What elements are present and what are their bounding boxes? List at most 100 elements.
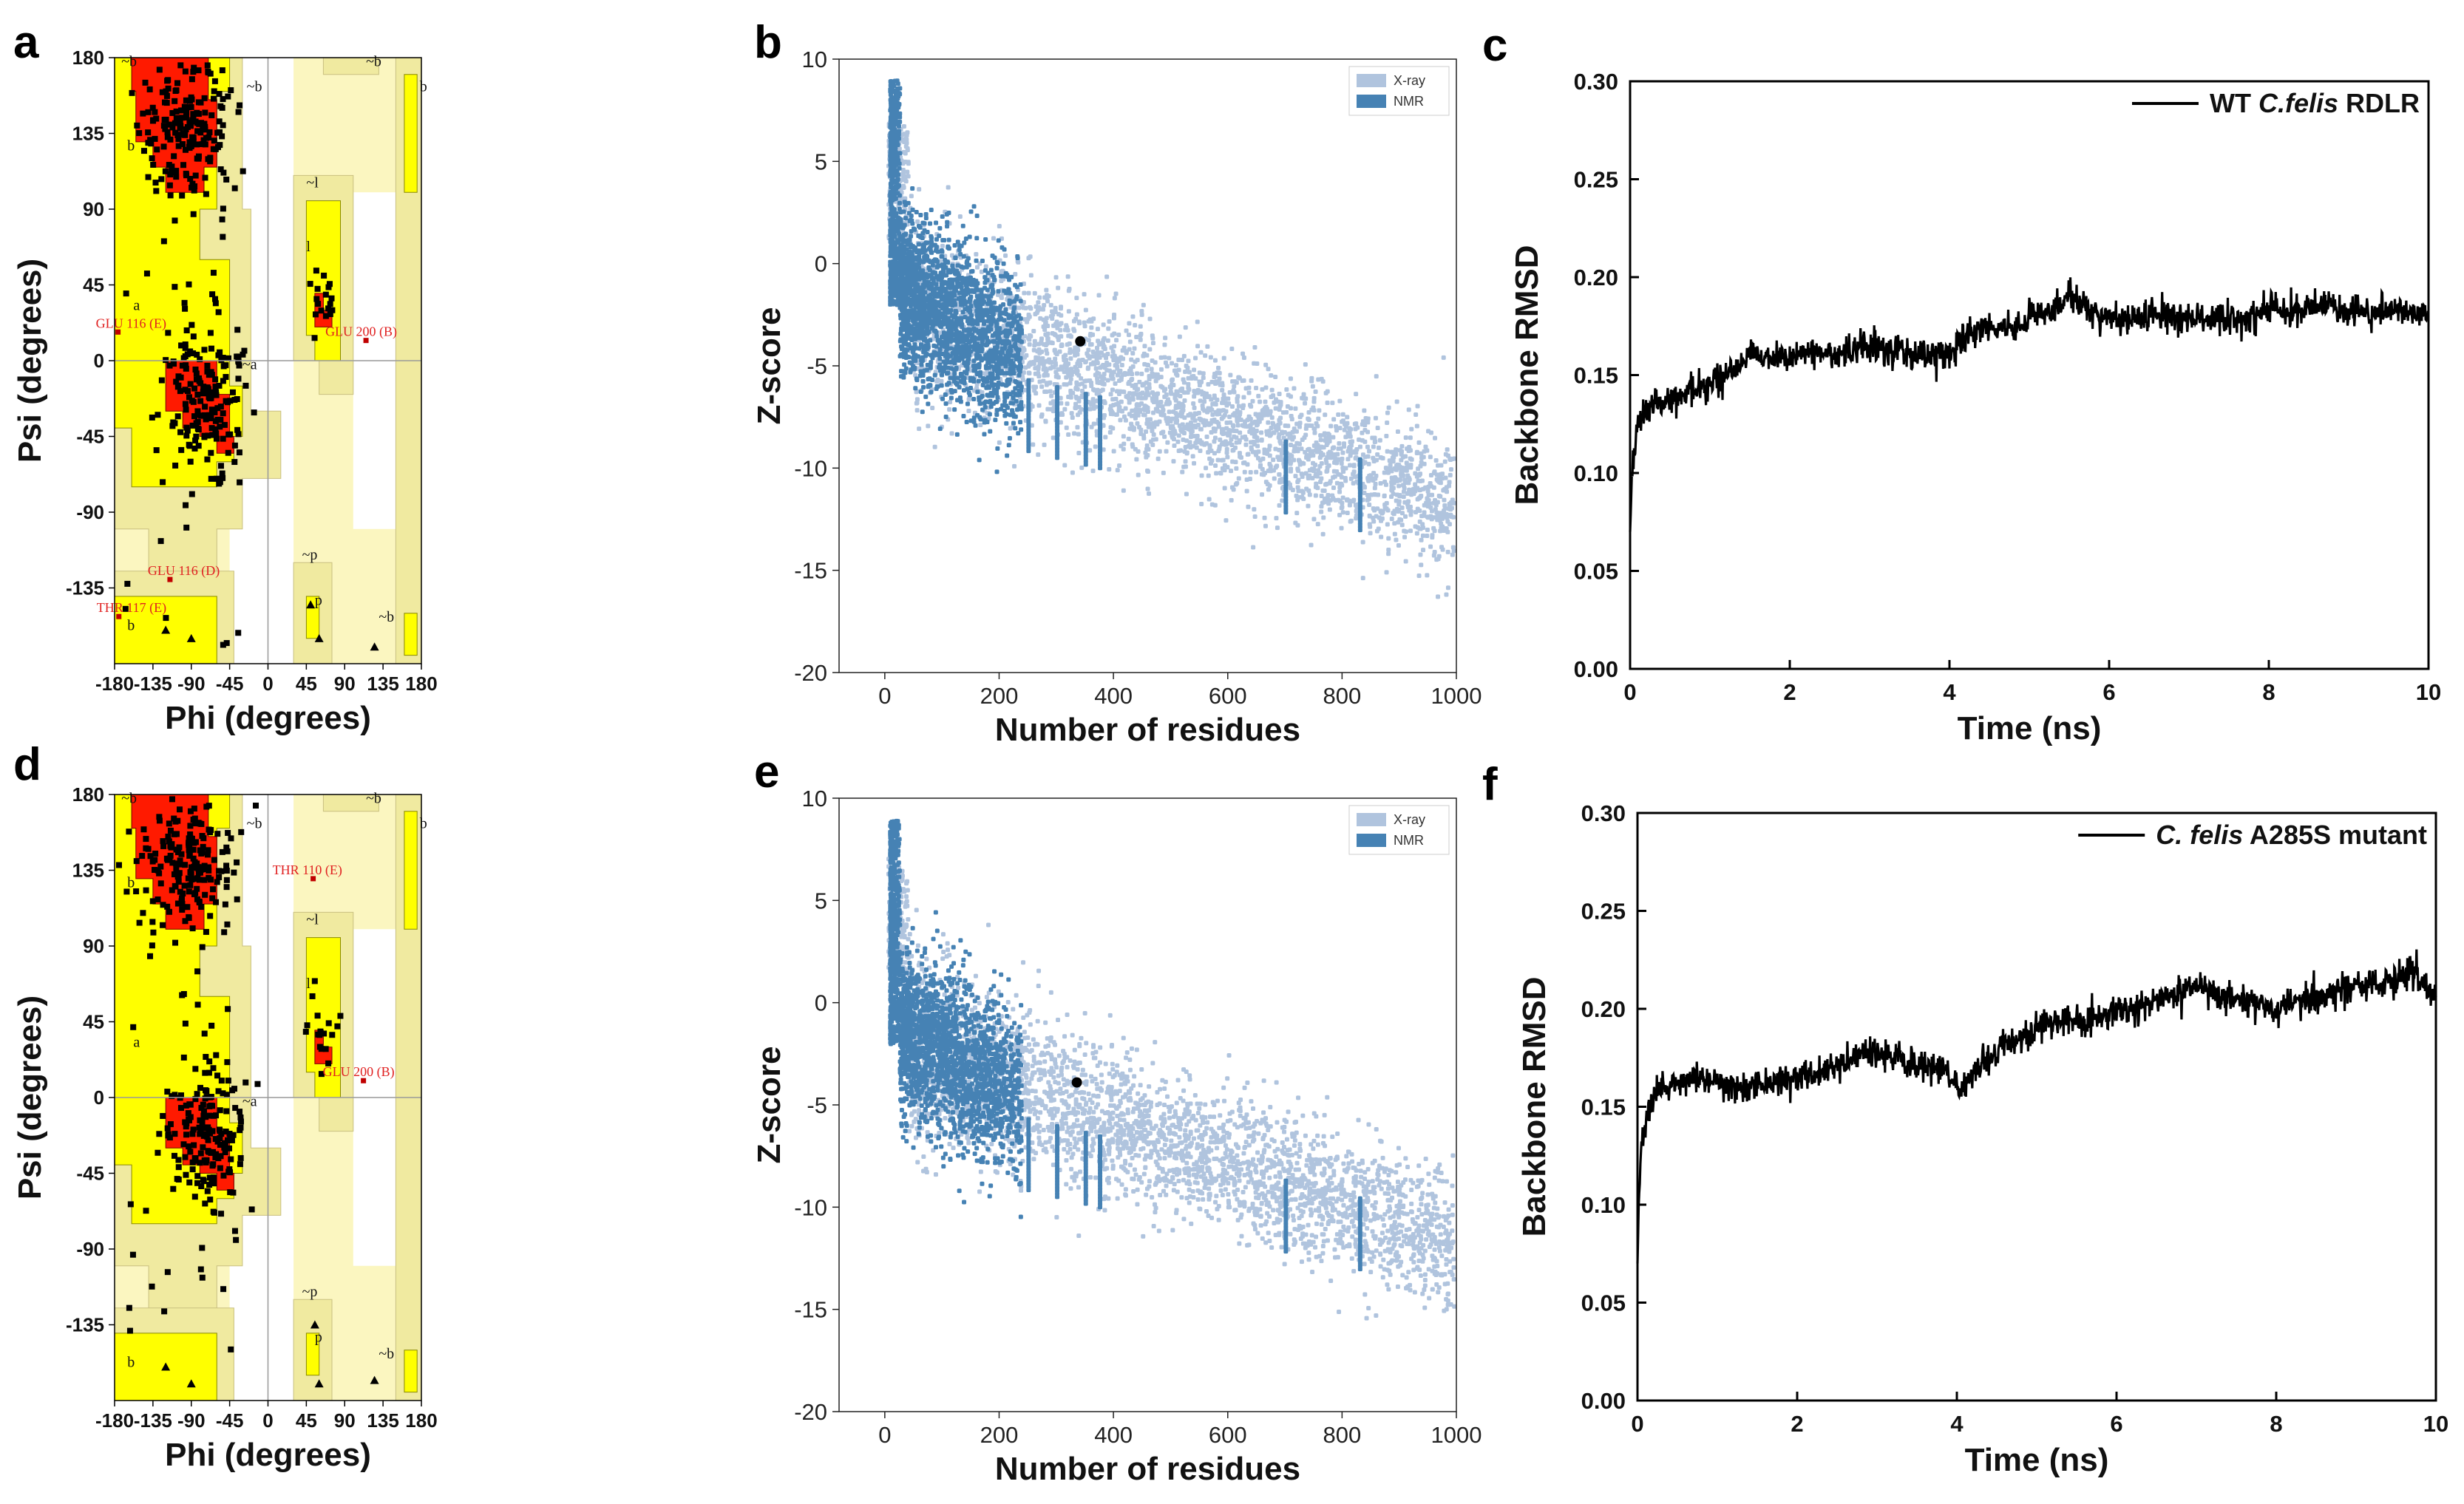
rama-residue-point-d (202, 1200, 208, 1207)
rama-residue-point-a (208, 345, 214, 352)
rama-residue-point-d (175, 879, 182, 885)
rmsd-xtick-label-f: 4 (1950, 1411, 1964, 1437)
zscore-legend-swatch-nmr-b (1357, 95, 1386, 108)
rama-annotations-d: THR 110 (E) GLU 200 (B) (273, 862, 395, 1083)
rama-residue-point-a (208, 475, 214, 482)
rama-residue-point-a (183, 171, 189, 177)
rama-residue-point-a (231, 459, 238, 466)
rama-residue-point-a (220, 378, 226, 384)
zscore-ytick-label-e: -10 (794, 1194, 827, 1220)
rmsd-ytick-label-c: 0.25 (1574, 167, 1618, 193)
rama-residue-point-d (206, 1069, 212, 1076)
rama-residue-point-a (220, 234, 226, 240)
rama-residue-point-d (197, 869, 203, 876)
rama-residue-point-d (215, 1155, 222, 1162)
panel-label-b: b (754, 17, 782, 68)
rama-residue-point-d (197, 1160, 203, 1166)
rama-residue-point-a (199, 141, 206, 148)
rama-residue-point-a (187, 348, 194, 355)
rama-residue-point-d (218, 1078, 225, 1084)
rama-residue-point-d (215, 1088, 222, 1095)
rama-residue-point-d (242, 1079, 249, 1086)
rama-residue-point-a (189, 117, 196, 123)
rama-residue-point-d (205, 847, 211, 854)
rama-residue-point-d (190, 855, 197, 862)
rmsd-xtick-label-f: 0 (1631, 1411, 1643, 1437)
rmsd-xtick-label-c: 10 (2416, 679, 2441, 705)
zscore-xlabel-b: Number of residues (995, 712, 1300, 748)
rama-residue-point-a (207, 330, 214, 336)
rama-residue-point-d (143, 836, 149, 843)
rama-residue-point-a (172, 88, 179, 95)
rmsd-ytick-label-f: 0.15 (1581, 1095, 1626, 1120)
rama-residue-point-d (164, 857, 171, 863)
rama-residue-point-a (240, 351, 246, 358)
rama-residue-point-d (309, 993, 316, 999)
rama-residue-point-d (152, 857, 158, 863)
rama-residue-point-d (209, 1103, 216, 1109)
rama-residue-point-a (237, 479, 243, 486)
rama-residue-point-d (211, 1180, 217, 1187)
rama-residue-point-a (167, 136, 174, 143)
zscore-plot-b: 0 200 400 600 800 1000 -20 -15 -10 -5 0 5 10 Number o… (751, 47, 1482, 748)
rama-residue-point-a (186, 394, 192, 401)
rmsd-ytick-label-c: 0.15 (1574, 363, 1618, 389)
rama-residue-point-d (175, 1176, 182, 1183)
rama-residue-point-d (139, 853, 146, 860)
zscore-xtick-label-b: 400 (1094, 683, 1133, 709)
rama-ytick-label-a: 90 (83, 198, 104, 220)
rama-residue-point-a (163, 357, 169, 364)
rama-residue-point-a (155, 412, 161, 418)
rama-residue-point-a (143, 270, 150, 277)
rama-residue-point-d (214, 879, 220, 885)
rama-residue-point-d (226, 1131, 233, 1137)
rama-residue-point-a (175, 382, 182, 389)
rmsd-ytick-label-f: 0.25 (1581, 899, 1626, 925)
rama-residue-point-a (174, 80, 180, 86)
rama-residue-point-d (171, 815, 177, 822)
rama-residue-point-d (156, 870, 163, 877)
rama-residue-point-a (203, 416, 209, 423)
rama-ytick-label-a: -90 (76, 501, 104, 523)
rmsd-series-line-c (1629, 277, 2430, 532)
rama-residue-point-a (217, 463, 224, 469)
rama-residue-point-d (223, 844, 230, 851)
rama-residue-point-d (237, 1114, 244, 1120)
rama-glycine-triangle-a (314, 633, 324, 642)
rama-residue-point-d (164, 1125, 171, 1132)
rama-residue-point-a (192, 172, 199, 179)
rama-residue-point-d (127, 1201, 134, 1208)
zscore-model-point-b (1075, 336, 1086, 347)
rama-residue-point-d (200, 1144, 206, 1151)
rama-residue-point-d (325, 1020, 332, 1027)
rama-residue-point-d (225, 1006, 231, 1013)
rama-residue-point-d (191, 806, 197, 812)
rama-residue-point-a (191, 385, 197, 392)
rama-residue-point-d (182, 862, 189, 868)
rama-residue-point-d (185, 1110, 191, 1117)
rama-residue-point-d (225, 1137, 231, 1143)
rama-residue-point-a (172, 462, 179, 469)
rama-residue-point-a (153, 115, 160, 122)
rama-glycine-triangle-d (314, 1379, 324, 1388)
zscore-ytick-label-b: -20 (794, 660, 827, 686)
rmsd-legend-suffix-f: A285S mutant (2243, 820, 2427, 850)
rama-residue-point-a (189, 180, 196, 187)
rama-residue-point-d (143, 887, 149, 894)
rama-residue-point-a (235, 358, 242, 365)
rmsd-xtick-label-f: 10 (2423, 1411, 2448, 1437)
rama-residue-point-a (189, 134, 196, 140)
rama-residue-point-d (174, 817, 181, 824)
rama-residue-point-a (201, 412, 208, 418)
rama-residue-point-d (318, 1071, 325, 1078)
rama-xtick-label-d: 90 (334, 1409, 356, 1432)
rama-residue-point-d (199, 1119, 206, 1126)
rama-residue-point-a (157, 538, 164, 545)
zscore-ytick-label-e: 5 (815, 888, 827, 913)
rama-residue-point-a (214, 475, 220, 482)
rama-residue-point-a (328, 295, 335, 302)
rama-residue-point-d (180, 1054, 187, 1061)
rama-residue-point-d (143, 1208, 149, 1214)
rama-residue-point-a (193, 370, 200, 377)
rama-residue-point-d (314, 1013, 321, 1019)
